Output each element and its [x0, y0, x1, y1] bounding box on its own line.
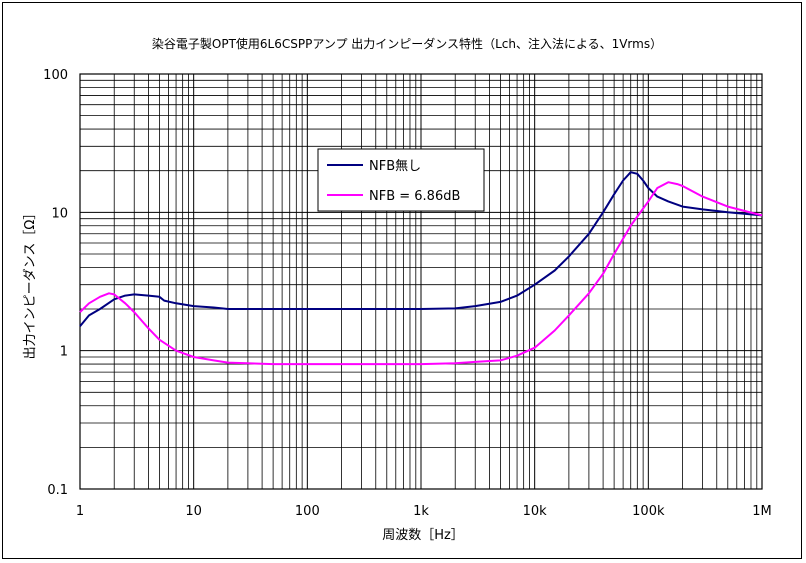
chart-title: 染谷電子製OPT使用6L6CSPPアンプ 出力インピーダンス特性（Lch、注入法… [152, 36, 662, 51]
x-tick-label: 1k [413, 504, 429, 519]
series-line-nfb-off [79, 171, 763, 327]
series-line-nfb-on [79, 181, 763, 366]
grid [79, 73, 763, 490]
x-tick-label: 10k [523, 504, 548, 519]
x-tick-label: 100k [632, 504, 665, 519]
tick-labels: 1 10 100 1k 10k 100k 1M 0.1 1 10 100 [43, 68, 772, 519]
y-axis-label: 出力インピーダンス［Ω］ [23, 207, 38, 360]
plot-border [79, 73, 763, 490]
y-tick-label: 10 [51, 206, 68, 221]
x-axis-label: 周波数［Hz］ [382, 528, 464, 543]
y-tick-label: 1 [60, 345, 68, 360]
x-tick-label: 1M [752, 504, 772, 519]
legend-label-nfb-on: NFB = 6.86dB [369, 189, 460, 204]
y-tick-label: 0.1 [47, 483, 68, 498]
y-tick-label: 100 [43, 68, 68, 83]
x-tick-label: 10 [185, 504, 202, 519]
chart-svg: 染谷電子製OPT使用6L6CSPPアンプ 出力インピーダンス特性（Lch、注入法… [23, 36, 772, 543]
x-tick-label: 100 [295, 504, 320, 519]
legend: NFB無し NFB = 6.86dB [317, 148, 485, 212]
x-tick-label: 1 [76, 504, 84, 519]
series-layer [79, 171, 763, 366]
legend-label-nfb-off: NFB無し [369, 159, 421, 174]
legend-box [317, 148, 485, 212]
